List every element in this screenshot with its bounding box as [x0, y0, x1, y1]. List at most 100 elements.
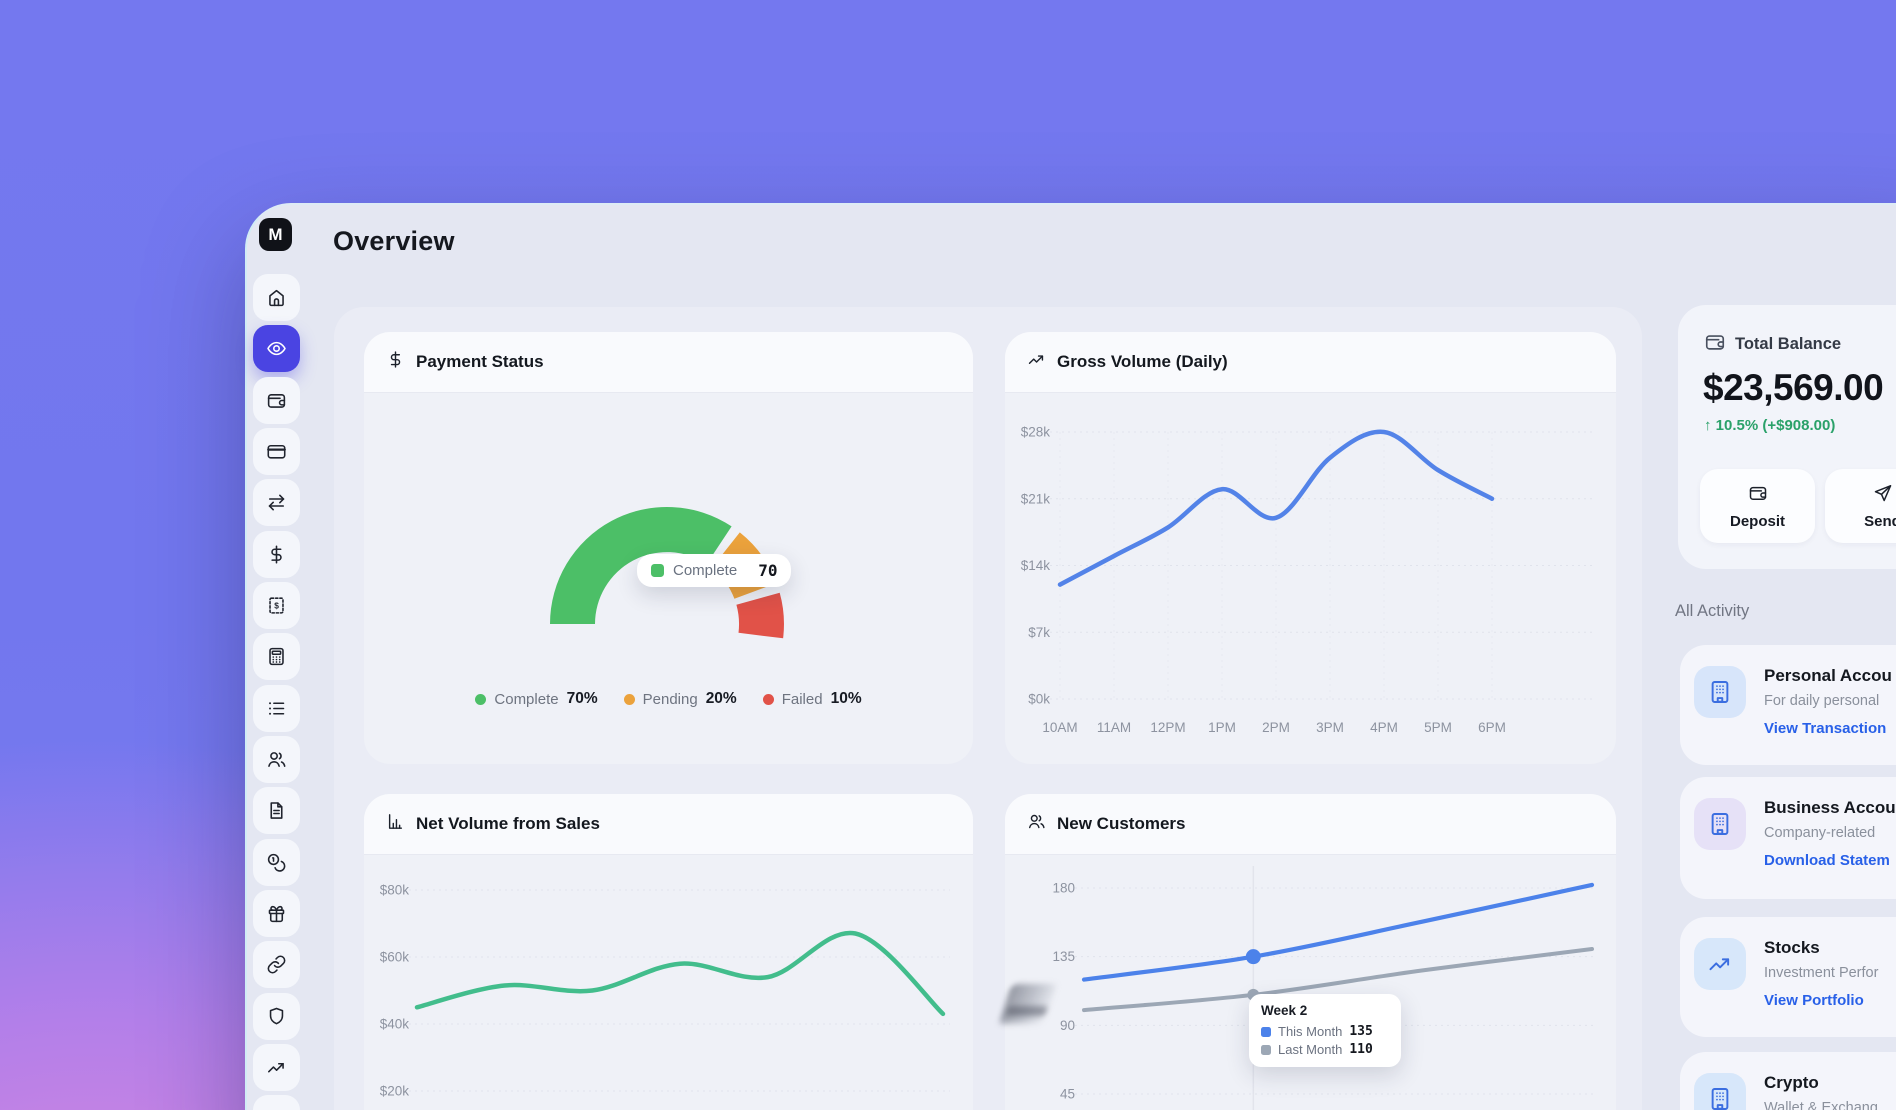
this-month-label: This Month: [1278, 1024, 1343, 1039]
trending-up-icon: [1027, 350, 1046, 374]
svg-text:1PM: 1PM: [1208, 720, 1236, 735]
building-icon: [1694, 798, 1746, 850]
home-icon: [269, 289, 284, 307]
deposit-button-label: Deposit: [1729, 512, 1785, 530]
sidebar-item-transfer-arrows[interactable]: [253, 479, 300, 527]
total-balance-delta: ↑ 10.5% (+$908.00): [1704, 417, 1836, 434]
sidebar-item-eye[interactable]: [253, 325, 300, 373]
sidebar-item-receipt[interactable]: $: [253, 581, 300, 629]
payment-status-card: Payment Status Complete 70 Complete 70% Pe…: [364, 332, 973, 764]
svg-text:90: 90: [1060, 1018, 1075, 1033]
new-customers-header: New Customers: [1005, 794, 1616, 855]
card-title: New Customers: [1057, 814, 1186, 833]
activity-item-subtitle: Investment Perfor: [1764, 965, 1879, 981]
bar-chart-icon: [386, 812, 405, 836]
week-tooltip-row: Last Month 110: [1261, 1042, 1389, 1057]
download-statement-link[interactable]: Download Statem: [1764, 852, 1890, 869]
document-icon: [270, 802, 283, 820]
gross-volume-card: Gross Volume (Daily) $0k $7k $14k $21k $28k 1…: [1005, 332, 1616, 764]
trending-up-icon: [1694, 938, 1746, 990]
content-area: Payment Status Complete 70 Complete 70% Pe…: [334, 307, 1642, 1110]
sidebar-item-calculator[interactable]: [253, 633, 300, 681]
send-button[interactable]: Send: [1825, 469, 1896, 543]
building-icon: [1694, 1073, 1746, 1110]
svg-text:$40k: $40k: [380, 1017, 410, 1032]
crypto-item[interactable]: Crypto Wallet & Exchang: [1680, 1052, 1896, 1110]
sidebar-item-shield[interactable]: [253, 992, 300, 1040]
wallet-icon: [1704, 331, 1726, 358]
balance-actions: Deposit Send: [1700, 469, 1896, 543]
svg-text:$80k: $80k: [380, 883, 410, 898]
receipt-icon: $: [269, 597, 284, 614]
this-month-value: 135: [1349, 1024, 1373, 1039]
sidebar-item-link[interactable]: [253, 941, 300, 989]
card-title: Payment Status: [416, 352, 544, 371]
payment-status-legend: Complete 70% Pending 20% Failed 10%: [364, 690, 973, 708]
shield-icon: [269, 1007, 284, 1025]
sidebar-item-users[interactable]: [253, 735, 300, 783]
users-icon: [268, 752, 286, 767]
card-title: Net Volume from Sales: [416, 814, 600, 833]
wallet-icon: [1748, 483, 1768, 507]
sidebar-item-document[interactable]: [253, 787, 300, 835]
send-button-label: Send: [1864, 512, 1896, 530]
svg-text:$60k: $60k: [380, 950, 410, 965]
link-icon: [267, 955, 286, 974]
sidebar-item-trending-up[interactable]: [253, 1043, 300, 1091]
legend-item: Pending 20%: [623, 690, 737, 708]
transfer-arrows-icon: [268, 494, 285, 511]
eye-icon: [267, 342, 286, 356]
sidebar-item-wallet[interactable]: [253, 376, 300, 424]
svg-text:$0k: $0k: [1028, 692, 1050, 707]
sidebar-item-list[interactable]: [253, 684, 300, 732]
last-month-value: 110: [1349, 1042, 1373, 1057]
legend-item: Complete 70%: [475, 690, 598, 708]
gross-volume-line-chart: $0k $7k $14k $21k $28k 10AM 11AM 12PM 1PM 2PM 3PM 4…: [1021, 425, 1593, 735]
all-activity-heading: All Activity: [1675, 602, 1750, 620]
send-icon: [1873, 483, 1893, 507]
gross-volume-header: Gross Volume (Daily): [1005, 332, 1616, 393]
payment-status-header: Payment Status: [364, 332, 973, 393]
view-transactions-link[interactable]: View Transaction: [1764, 720, 1887, 737]
view-portfolio-link[interactable]: View Portfolio: [1764, 992, 1864, 1009]
week-tooltip: Week 2 This Month 135 Last Month 110: [1249, 994, 1401, 1067]
svg-text:6PM: 6PM: [1478, 720, 1506, 735]
sidebar-item-dollar[interactable]: [253, 530, 300, 578]
net-volume-card: Net Volume from Sales $20k $40k $60k $80k: [364, 794, 973, 1110]
svg-text:180: 180: [1052, 880, 1075, 895]
svg-text:12PM: 12PM: [1150, 720, 1185, 735]
total-balance-header: Total Balance: [1704, 331, 1841, 358]
sidebar-item-gift[interactable]: [253, 889, 300, 937]
activity-item-title: Crypto: [1764, 1073, 1819, 1092]
new-customers-card: New Customers 45 90 135 180 Week 2 This Mon…: [1005, 794, 1616, 1110]
gauge-tooltip-label: Complete: [673, 562, 738, 579]
app-window: M Overview $ Payment Status Complete 70 …: [245, 203, 1896, 1110]
svg-text:$: $: [274, 600, 279, 610]
list-icon: [269, 701, 285, 715]
activity-item-title: Personal Accou: [1764, 666, 1892, 685]
coins-icon: [267, 853, 286, 872]
sidebar-item-box[interactable]: [253, 1095, 300, 1110]
gauge-tooltip-value: 70: [758, 561, 778, 580]
svg-text:4PM: 4PM: [1370, 720, 1398, 735]
svg-text:$14k: $14k: [1021, 558, 1051, 573]
sidebar-item-credit-card[interactable]: [253, 427, 300, 475]
sidebar-item-coins[interactable]: [253, 838, 300, 886]
business-account-item[interactable]: Business Accou Company-related Download …: [1680, 777, 1896, 899]
this-month-swatch: [1261, 1026, 1271, 1037]
svg-text:$28k: $28k: [1021, 425, 1051, 440]
deposit-button[interactable]: Deposit: [1700, 469, 1815, 543]
svg-text:45: 45: [1060, 1087, 1075, 1102]
svg-text:135: 135: [1052, 949, 1075, 964]
net-volume-header: Net Volume from Sales: [364, 794, 973, 855]
total-balance-amount: $23,569.00: [1703, 367, 1884, 408]
card-title: Gross Volume (Daily): [1057, 352, 1228, 371]
activity-item-title: Stocks: [1764, 938, 1820, 957]
activity-item-title: Business Accou: [1764, 798, 1896, 817]
sidebar-item-home[interactable]: [253, 274, 300, 321]
stocks-item[interactable]: Stocks Investment Perfor View Portfolio: [1680, 917, 1896, 1037]
activity-item-subtitle: For daily personal: [1764, 693, 1880, 709]
svg-text:3PM: 3PM: [1316, 720, 1344, 735]
personal-account-item[interactable]: Personal Accou For daily personal View T…: [1680, 645, 1896, 765]
